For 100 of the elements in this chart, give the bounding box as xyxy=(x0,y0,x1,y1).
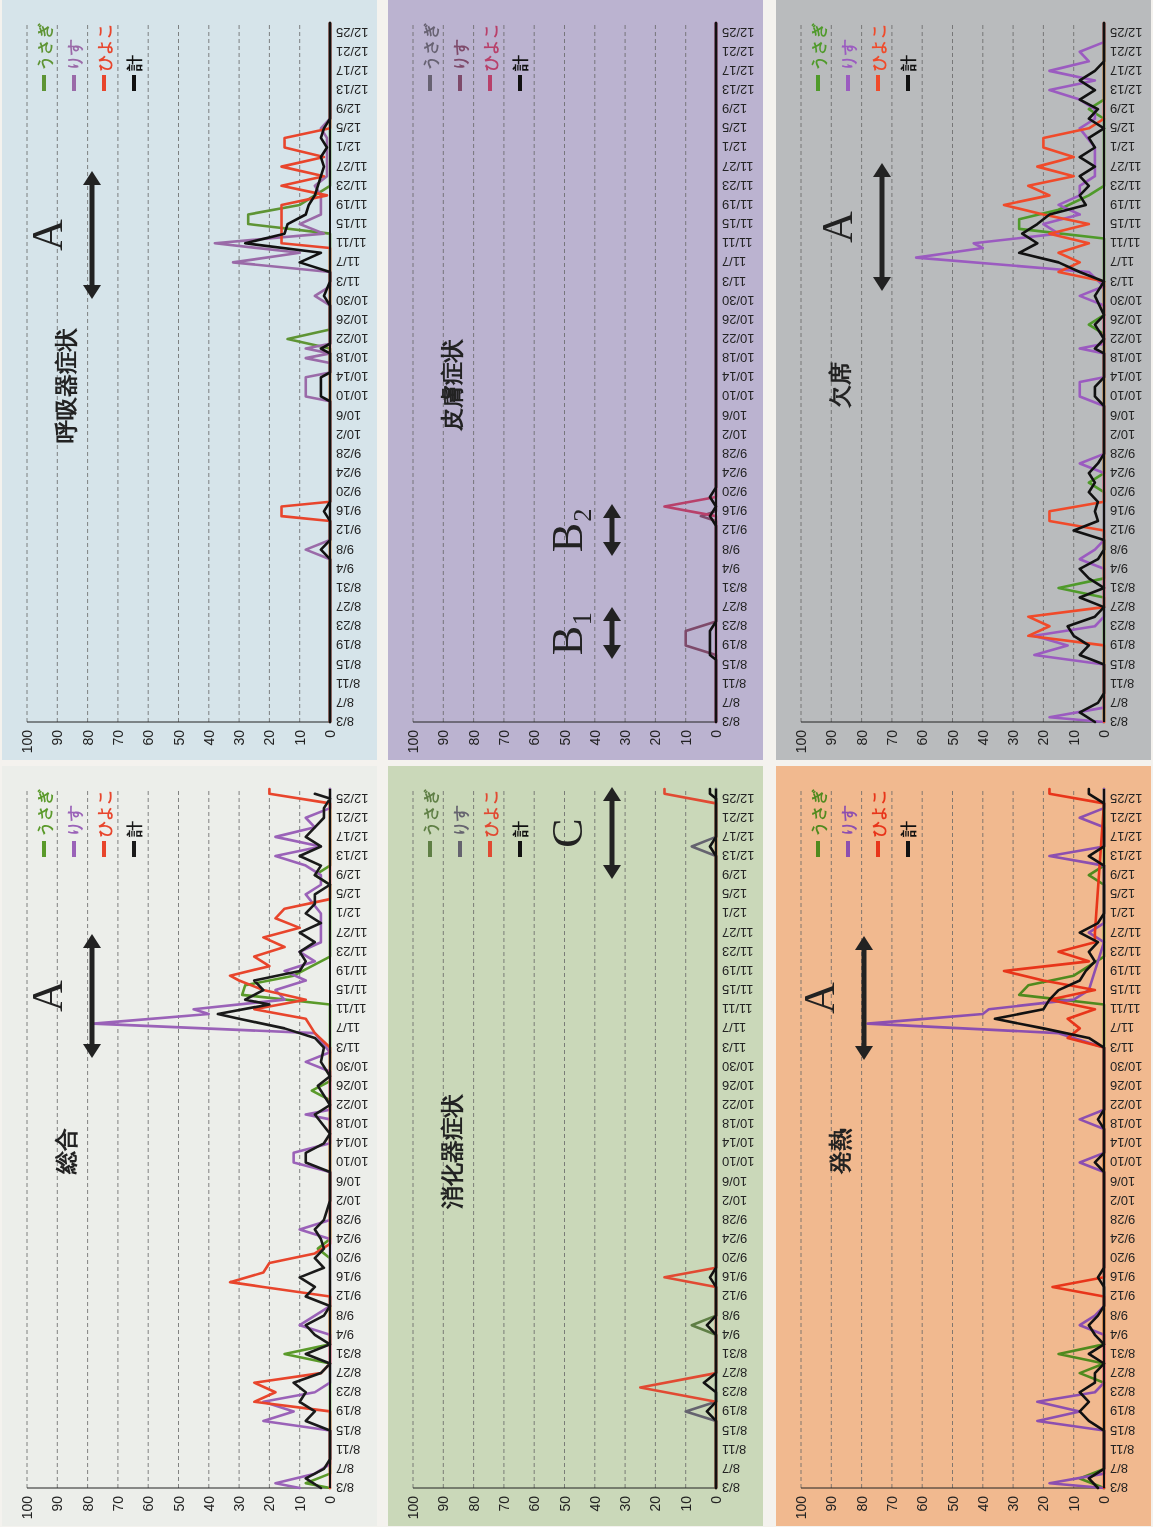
y-tick-label: 10/6 xyxy=(336,407,362,423)
legend-label: うさぎ xyxy=(422,23,440,71)
annotation: B₁ xyxy=(543,610,592,656)
y-tick-label: 12/13 xyxy=(1110,82,1143,98)
y-tick-label: 12/9 xyxy=(336,101,362,117)
y-tick-label: 11/19 xyxy=(1110,196,1142,212)
y-tick-label: 10/2 xyxy=(722,1192,748,1208)
x-tick-label: 100 xyxy=(405,729,421,754)
y-tick-label: 9/20 xyxy=(336,1250,362,1266)
x-tick-label: 60 xyxy=(140,1495,157,1512)
y-tick-label: 8/23 xyxy=(336,618,362,634)
x-tick-label: 80 xyxy=(853,729,870,746)
y-tick-label: 8/3 xyxy=(336,1480,355,1495)
text: りす xyxy=(66,39,84,71)
x-tick-label: 20 xyxy=(647,1495,664,1512)
annotation: A xyxy=(795,981,844,1014)
x-tick-label: 50 xyxy=(944,729,961,746)
text: うさぎ xyxy=(36,789,54,837)
y-tick-label: 9/24 xyxy=(722,1231,748,1247)
y-tick-label: 8/11 xyxy=(722,675,747,691)
y-tick-label: 9/8 xyxy=(722,1307,741,1323)
y-tick-label: 11/3 xyxy=(1110,273,1135,289)
text: 皮膚症状 xyxy=(439,338,465,432)
x-tick-label: 40 xyxy=(586,729,603,746)
y-tick-label: 11/23 xyxy=(1110,943,1142,959)
y-tick-label: 12/1 xyxy=(1110,139,1136,155)
y-tick-label: 12/21 xyxy=(336,809,369,825)
y-tick-label: 9/12 xyxy=(336,522,362,538)
y-tick-label: 11/27 xyxy=(1110,924,1142,940)
y-tick-label: 8/19 xyxy=(722,1403,748,1419)
y-tick-label: 8/27 xyxy=(722,1365,748,1381)
x-tick-label: 90 xyxy=(435,1495,452,1512)
y-tick-label: 9/8 xyxy=(1110,541,1129,557)
annotation: A xyxy=(23,979,72,1012)
y-tick-label: 8/15 xyxy=(722,1422,748,1438)
y-tick-label: 12/9 xyxy=(336,867,362,883)
y-tick-label: 11/19 xyxy=(336,196,368,212)
y-tick-label: 12/21 xyxy=(722,809,755,825)
y-tick-label: 12/9 xyxy=(1110,101,1136,117)
y-tick-label: 12/1 xyxy=(722,905,748,921)
y-tick-label: 8/19 xyxy=(336,1403,362,1419)
text: 計 xyxy=(900,821,917,838)
y-tick-label: 11/7 xyxy=(1110,254,1135,270)
x-tick-label: 50 xyxy=(944,1495,961,1512)
y-tick-label: 9/20 xyxy=(1110,1250,1136,1266)
y-tick-label: 11/7 xyxy=(722,254,747,270)
y-tick-label: 8/27 xyxy=(1110,1365,1136,1381)
y-tick-label: 9/8 xyxy=(336,541,355,557)
annotation: A xyxy=(23,218,72,251)
y-tick-label: 12/21 xyxy=(722,43,755,59)
y-tick-label: 12/25 xyxy=(1110,790,1143,806)
y-tick-label: 8/27 xyxy=(336,1365,362,1381)
y-tick-label: 11/11 xyxy=(722,235,753,251)
text: ひよこ xyxy=(870,23,887,71)
y-tick-label: 8/7 xyxy=(722,1460,741,1476)
x-tick-label: 100 xyxy=(405,1495,421,1520)
y-tick-label: 10/14 xyxy=(1110,369,1143,385)
x-tick-label: 50 xyxy=(170,729,187,746)
y-tick-label: 9/8 xyxy=(1110,1307,1129,1323)
x-tick-label: 100 xyxy=(793,1495,809,1520)
y-tick-label: 11/11 xyxy=(1110,235,1141,251)
x-tick-label: 30 xyxy=(1005,729,1022,746)
y-tick-label: 12/1 xyxy=(336,139,362,155)
y-tick-label: 11/11 xyxy=(1110,1001,1141,1017)
y-tick-label: 9/24 xyxy=(336,465,362,481)
text: うさぎ xyxy=(810,23,828,71)
y-tick-label: 11/27 xyxy=(722,924,754,940)
y-tick-label: 8/31 xyxy=(1110,579,1136,595)
x-tick-label: 40 xyxy=(586,1495,603,1512)
y-tick-label: 10/18 xyxy=(1110,350,1143,366)
y-tick-label: 9/16 xyxy=(336,503,362,519)
y-tick-label: 8/15 xyxy=(336,656,362,672)
y-tick-label: 12/5 xyxy=(336,886,362,902)
y-tick-label: 10/2 xyxy=(336,426,362,442)
y-tick-label: 9/16 xyxy=(1110,503,1136,519)
y-tick-label: 8/3 xyxy=(722,714,741,729)
y-tick-label: 12/5 xyxy=(1110,120,1136,136)
y-tick-label: 9/4 xyxy=(336,1326,355,1342)
y-tick-label: 10/26 xyxy=(722,1077,755,1093)
y-tick-label: 9/12 xyxy=(1110,1288,1136,1304)
y-tick-label: 12/1 xyxy=(1110,905,1136,921)
text: りす xyxy=(66,805,84,837)
y-tick-label: 8/3 xyxy=(336,714,355,729)
y-tick-label: 12/17 xyxy=(336,62,369,78)
annotation: A xyxy=(813,210,862,243)
x-tick-label: 30 xyxy=(231,1495,248,1512)
x-tick-label: 0 xyxy=(322,1495,338,1504)
text: うさぎ xyxy=(422,789,440,837)
y-tick-label: 8/31 xyxy=(336,1345,362,1361)
text: りす xyxy=(840,39,858,71)
text: 計 xyxy=(126,821,143,838)
y-tick-label: 8/27 xyxy=(1110,599,1136,615)
y-tick-label: 12/9 xyxy=(722,867,748,883)
y-tick-label: 9/28 xyxy=(722,1211,748,1227)
y-tick-label: 8/11 xyxy=(1110,1441,1135,1457)
y-tick-label: 11/23 xyxy=(722,943,754,959)
y-tick-label: 8/27 xyxy=(336,599,362,615)
y-tick-label: 8/7 xyxy=(1110,1460,1129,1476)
y-tick-label: 8/31 xyxy=(722,1345,748,1361)
y-tick-label: 10/18 xyxy=(336,350,369,366)
